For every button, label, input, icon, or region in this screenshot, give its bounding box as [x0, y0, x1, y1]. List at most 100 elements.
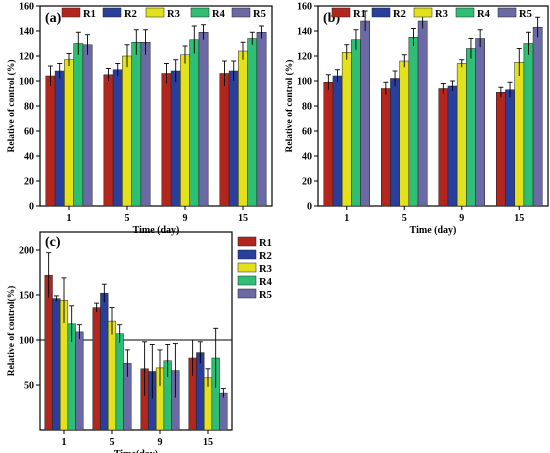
x-tick-label: 9 — [459, 213, 464, 224]
x-axis-label: Time(day) — [114, 449, 158, 453]
y-tick-label: 160 — [297, 2, 312, 13]
bar-R2-day-9 — [170, 70, 181, 207]
bar-R4-day-15 — [523, 43, 534, 207]
bar-R2-day-15 — [228, 70, 239, 207]
x-tick-label: 5 — [110, 437, 115, 448]
bar-R5-day-5 — [140, 42, 151, 207]
y-tick-label: 120 — [297, 52, 312, 63]
y-tick-label: 160 — [19, 2, 34, 13]
bar-R1-day-15 — [219, 73, 230, 207]
bar-R1-day-5 — [381, 88, 391, 207]
y-tick-label: 100 — [19, 77, 34, 88]
panel-label: (a) — [45, 11, 62, 26]
y-tick-label: 20 — [302, 177, 312, 188]
y-tick-label: 100 — [19, 336, 34, 347]
legend-label-R4: R4 — [212, 9, 226, 20]
chart-panel-3: 5010015020015915Time(day)Relative of con… — [6, 231, 273, 453]
bar-R4-day-5 — [115, 333, 124, 431]
bar-R5-day-5 — [417, 20, 428, 207]
bar-R3-day-9 — [180, 54, 190, 207]
bar-R2-day-5 — [100, 292, 109, 431]
x-axis-label: Time (day) — [410, 225, 457, 236]
legend-swatch-R4 — [190, 7, 210, 18]
bar-R4-day-1 — [351, 39, 361, 207]
bar-R3-day-15 — [514, 62, 525, 207]
legend-label-R4: R4 — [259, 277, 273, 288]
legend-label-R4: R4 — [477, 9, 491, 20]
legend-swatch-R4 — [237, 275, 257, 286]
legend-swatch-R3 — [145, 7, 165, 18]
legend-label-R1: R1 — [353, 9, 366, 20]
y-axis-label: Relative of control (%) — [6, 60, 17, 153]
bar-R5-day-1 — [75, 331, 84, 431]
legend-label-R2: R2 — [124, 9, 137, 20]
bar-R1-day-5 — [103, 74, 114, 207]
bar-R2-day-1 — [54, 70, 65, 207]
legend-label-R3: R3 — [167, 9, 180, 20]
legend-swatch-R1 — [61, 7, 81, 18]
bar-R1-day-9 — [438, 88, 449, 207]
y-tick-label: 50 — [24, 381, 34, 392]
legend-label-R2: R2 — [393, 9, 406, 20]
bar-R2-day-5 — [390, 78, 400, 207]
y-tick-label: 80 — [24, 102, 34, 113]
x-tick-label: 1 — [62, 437, 67, 448]
legend-label-R3: R3 — [435, 9, 448, 20]
y-tick-label: 20 — [24, 177, 34, 188]
bar-R3-day-5 — [122, 55, 132, 207]
y-tick-label: 150 — [19, 291, 34, 302]
bar-R2-day-5 — [112, 69, 123, 207]
plot-frame — [39, 231, 233, 431]
legend-swatch-R5 — [237, 288, 257, 299]
bar-R3-day-1 — [341, 52, 352, 207]
bar-R4-day-5 — [408, 37, 419, 207]
x-tick-label: 1 — [67, 213, 72, 224]
bar-R4-day-15 — [247, 38, 258, 207]
bar-R2-day-15 — [505, 89, 515, 207]
bar-R1-day-1 — [44, 274, 53, 431]
bar-R4-day-1 — [73, 43, 84, 207]
legend-swatch-R4 — [455, 7, 475, 18]
y-tick-label: 100 — [297, 77, 312, 88]
y-tick-label: 140 — [19, 27, 34, 38]
y-axis-label: Relative of control (%) — [284, 60, 295, 153]
legend-label-R1: R1 — [83, 9, 96, 20]
legend: R1 R2 R3 R4 R5 — [331, 7, 532, 20]
legend-swatch-R2 — [102, 7, 122, 18]
y-tick-label: 80 — [302, 102, 312, 113]
x-tick-label: 15 — [514, 213, 524, 224]
bar-R5-day-9 — [475, 38, 485, 207]
bar-R1-day-1 — [45, 75, 56, 207]
x-tick-label: 5 — [402, 213, 407, 224]
bar-R5-day-15 — [219, 392, 228, 431]
bar-R5-day-1 — [360, 20, 370, 207]
bar-R4-day-9 — [189, 39, 200, 207]
legend-swatch-R3 — [413, 7, 433, 18]
bar-R3-day-1 — [64, 59, 74, 207]
x-tick-label: 1 — [344, 213, 349, 224]
bar-R5-day-15 — [256, 32, 267, 207]
bar-R4-day-5 — [131, 42, 142, 207]
bar-R1-day-5 — [92, 307, 101, 431]
bar-R2-day-1 — [332, 75, 343, 207]
y-tick-label: 40 — [302, 152, 312, 163]
legend-label-R5: R5 — [259, 290, 272, 301]
x-axis-label: Time (day) — [133, 225, 180, 236]
bar-R3-day-5 — [399, 60, 410, 207]
panel-label: (c) — [45, 235, 61, 250]
legend-swatch-R1 — [331, 7, 351, 18]
bar-R5-day-9 — [198, 32, 209, 207]
y-tick-label: 40 — [24, 152, 34, 163]
legend-label-R5: R5 — [253, 9, 266, 20]
bar-R4-day-9 — [466, 48, 476, 207]
bar-R3-day-5 — [107, 320, 117, 431]
bar-R2-day-9 — [447, 85, 458, 207]
y-tick-label: 60 — [302, 127, 312, 138]
x-tick-label: 5 — [125, 213, 130, 224]
legend: R1 R2 R3 R4 R5 — [237, 236, 273, 301]
bar-R2-day-15 — [196, 352, 205, 431]
bar-R3-day-9 — [456, 63, 467, 207]
y-tick-label: 0 — [29, 202, 34, 213]
